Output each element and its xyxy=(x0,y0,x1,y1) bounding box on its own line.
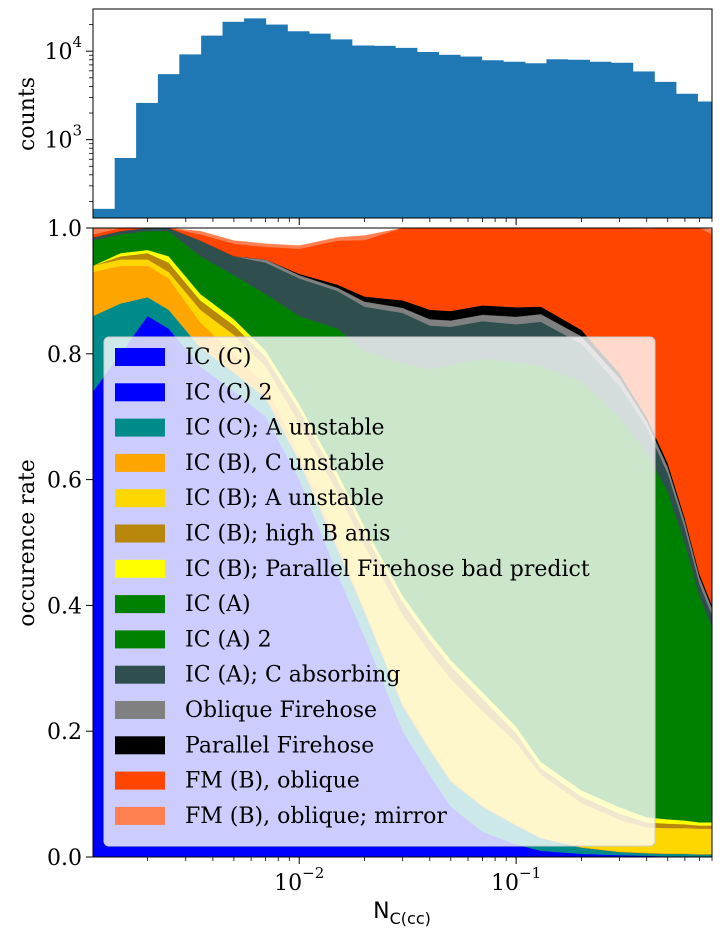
histogram-y-label: counts xyxy=(15,77,40,151)
histogram-panel: 103 104 counts xyxy=(15,8,713,225)
histogram-bar xyxy=(632,71,655,219)
legend-label-fm-b-oblique: FM (B), oblique xyxy=(185,769,360,794)
legend-label-ic-b-parallel-firehose-bad-predict: IC (B); Parallel Firehose bad predict xyxy=(185,557,590,582)
occurrence-x-label: NC(cc) xyxy=(373,899,431,928)
x-label-main: N xyxy=(373,899,389,924)
histogram-bar xyxy=(93,208,116,218)
legend-swatch-ic-b-a-unstable xyxy=(115,489,165,508)
histogram-y-tick-label: 104 xyxy=(44,33,82,65)
histogram-bar xyxy=(697,101,713,218)
legend-swatch-fm-b-oblique xyxy=(115,771,165,790)
histogram-bar xyxy=(395,47,418,218)
legend-label-ic-a: IC (A) xyxy=(185,592,251,617)
histogram-bar xyxy=(373,45,396,218)
histogram-bar xyxy=(676,93,698,218)
occurrence-y-label: occurence rate xyxy=(15,459,40,627)
legend-label-ic-a-2: IC (A) 2 xyxy=(185,627,272,652)
occurrence-y-tick-label: 1.0 xyxy=(47,217,82,242)
histogram-bar xyxy=(460,56,483,218)
occurrence-ticks: 0.0 0.2 0.4 0.6 0.8 1.0 10−2 10−1 xyxy=(47,217,713,896)
occurrence-panel: 0.0 0.2 0.4 0.6 0.8 1.0 10−2 10−1 occurence rat… xyxy=(15,217,713,928)
histogram-bar xyxy=(244,18,267,218)
occurrence-y-tick-label: 0.0 xyxy=(47,846,82,871)
histogram-bar xyxy=(201,35,223,219)
legend-swatch-oblique-firehose xyxy=(115,701,165,719)
legend-label-ic-c-a-unstable: IC (C); A unstable xyxy=(185,416,385,441)
histogram-bar xyxy=(654,81,677,219)
occurrence-x-tick-label: 10−1 xyxy=(491,864,541,896)
x-label-subscript: C(cc) xyxy=(390,909,431,928)
histogram-bar xyxy=(503,61,526,218)
legend-label-parallel-firehose: Parallel Firehose xyxy=(185,733,374,758)
histogram-bar xyxy=(481,60,504,218)
histogram-bar xyxy=(611,62,634,219)
legend-swatch-fm-b-oblique-mirror xyxy=(115,806,165,825)
histogram-bar xyxy=(416,51,439,218)
occurrence-y-tick-label: 0.6 xyxy=(47,469,82,494)
histogram-bar xyxy=(589,61,612,218)
histogram-bar xyxy=(157,74,180,218)
histogram-bar xyxy=(438,54,461,218)
occurrence-y-tick-label: 0.2 xyxy=(47,720,82,745)
legend-label-ic-b-a-unstable: IC (B); A unstable xyxy=(185,486,384,511)
histogram-ticks: 103 104 xyxy=(44,24,713,225)
histogram-bar xyxy=(309,33,331,218)
legend-swatch-ic-c xyxy=(115,348,165,366)
histogram-y-tick-label: 103 xyxy=(44,122,82,154)
histogram-bar xyxy=(265,24,288,218)
occurrence-x-tick-label: 10−2 xyxy=(274,864,324,896)
histogram-bar xyxy=(287,31,310,218)
histogram-bar xyxy=(525,63,547,218)
histogram-bar xyxy=(351,45,375,218)
histogram-bar xyxy=(179,54,202,219)
occurrence-y-tick-label: 0.8 xyxy=(47,343,82,368)
legend-swatch-ic-c-a-unstable xyxy=(115,418,165,437)
legend-swatch-ic-a-2 xyxy=(115,630,165,649)
legend-label-fm-b-oblique-mirror: FM (B), oblique; mirror xyxy=(185,804,447,829)
histogram-bar xyxy=(222,21,245,218)
legend-label-ic-a-c-absorbing: IC (A); C absorbing xyxy=(185,663,400,688)
legend-swatch-ic-c-2 xyxy=(115,383,165,402)
legend-label-ic-c-2: IC (C) 2 xyxy=(185,380,273,405)
legend-frame xyxy=(103,336,656,847)
legend-items: IC (C) IC (C) 2 IC (C); A unstable IC (B), … xyxy=(115,345,590,829)
legend-swatch-ic-b-c-unstable xyxy=(115,453,165,472)
legend-swatch-ic-a xyxy=(115,595,165,614)
legend-swatch-ic-a-c-absorbing xyxy=(115,665,165,684)
legend-swatch-parallel-firehose xyxy=(115,736,165,755)
histogram-bar xyxy=(567,59,590,218)
legend-swatch-ic-b-high-b-anis xyxy=(115,524,165,543)
legend-swatch-ic-b-parallel-firehose-bad-predict xyxy=(115,559,165,578)
legend-label-oblique-firehose: Oblique Firehose xyxy=(185,698,377,723)
histogram-bars xyxy=(93,18,713,219)
legend-label-ic-b-c-unstable: IC (B), C unstable xyxy=(185,451,384,476)
histogram-bar xyxy=(136,102,159,218)
legend-label-ic-c: IC (C) xyxy=(185,345,252,370)
legend-label-ic-b-high-b-anis: IC (B); high B anis xyxy=(185,522,390,547)
histogram-bar xyxy=(546,59,569,218)
histogram-bar xyxy=(330,39,353,218)
histogram-bar xyxy=(114,158,137,218)
legend: IC (C) IC (C) 2 IC (C); A unstable IC (B), … xyxy=(103,336,656,847)
occurrence-y-tick-label: 0.4 xyxy=(47,594,82,619)
